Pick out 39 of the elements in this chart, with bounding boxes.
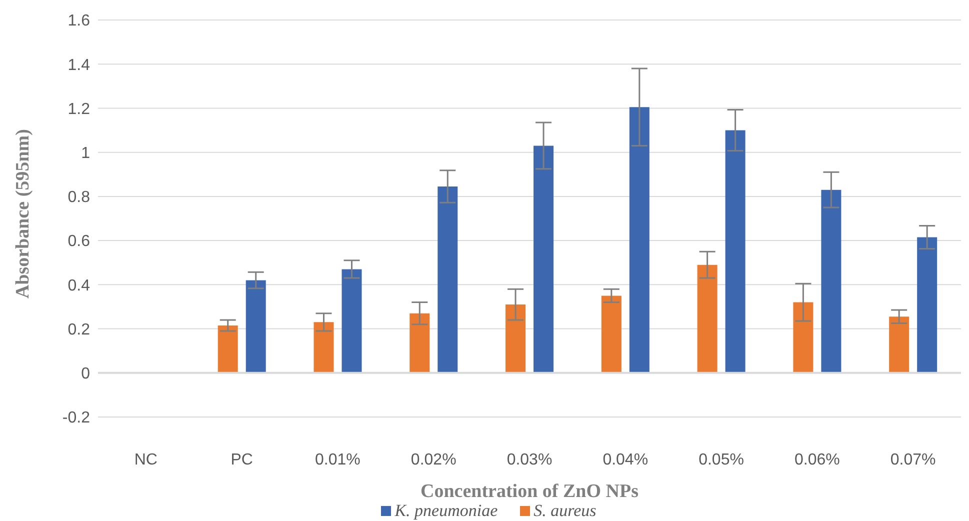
bar bbox=[506, 304, 526, 373]
x-tick-label: NC bbox=[134, 451, 158, 468]
y-tick-label: 0.8 bbox=[68, 189, 90, 206]
bar bbox=[218, 325, 238, 373]
bar bbox=[629, 107, 650, 373]
x-tick-label: 0.06% bbox=[794, 451, 840, 468]
bar bbox=[438, 186, 458, 373]
bar bbox=[725, 130, 746, 373]
y-tick-label: 1.2 bbox=[68, 100, 90, 118]
bar bbox=[697, 264, 718, 373]
bar bbox=[534, 146, 554, 373]
x-tick-label: 0.04% bbox=[602, 451, 648, 468]
x-tick-label: 0.07% bbox=[890, 451, 936, 468]
bar bbox=[821, 190, 842, 373]
bar bbox=[246, 280, 266, 373]
y-tick-label: 0 bbox=[81, 366, 90, 383]
x-tick-label: 0.03% bbox=[506, 451, 552, 468]
x-tick-label: PC bbox=[230, 451, 253, 468]
y-axis-title: Absorbance (595nm) bbox=[12, 129, 34, 298]
y-tick-label: 1 bbox=[81, 145, 90, 162]
legend-label: K. pneumoniae bbox=[394, 501, 498, 521]
y-tick-label: 0.6 bbox=[68, 233, 90, 250]
x-tick-label: 0.02% bbox=[410, 451, 456, 468]
bar bbox=[314, 322, 334, 373]
bar bbox=[601, 296, 622, 373]
bar bbox=[793, 302, 814, 373]
x-tick-label: 0.05% bbox=[698, 451, 744, 468]
bar bbox=[917, 237, 938, 373]
y-tick-label: 0.4 bbox=[68, 277, 90, 294]
bar bbox=[889, 316, 910, 373]
bar bbox=[342, 269, 362, 373]
legend-label: S. aureus bbox=[532, 501, 596, 521]
y-tick-label: 0.2 bbox=[68, 321, 90, 338]
x-axis-title: Concentration of ZnO NPs bbox=[420, 481, 638, 502]
x-tick-label: 0.01% bbox=[315, 451, 360, 468]
y-tick-label: 1.6 bbox=[68, 12, 90, 30]
bar bbox=[410, 313, 430, 373]
y-tick-label: 1.4 bbox=[68, 56, 90, 74]
y-tick-label: -0.2 bbox=[62, 410, 90, 427]
